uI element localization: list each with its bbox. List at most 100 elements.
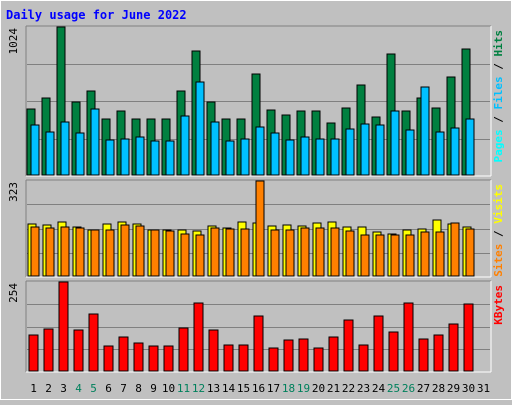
day-label: 30	[462, 382, 475, 395]
day-label: 3	[60, 382, 67, 395]
sites-bar	[90, 229, 100, 277]
kbytes-bar	[148, 345, 159, 372]
kbytes-bar	[313, 347, 324, 372]
kbytes-bar	[73, 329, 84, 372]
files-bar	[180, 115, 190, 176]
kbytes-bar	[238, 344, 249, 372]
files-bar	[345, 128, 355, 176]
kbytes-bar	[463, 303, 474, 372]
kbytes-bar	[403, 302, 414, 372]
files-bar	[90, 108, 100, 176]
files-bar	[45, 131, 55, 176]
kbytes-bar	[283, 339, 294, 372]
day-label: 8	[135, 382, 142, 395]
files-bar	[135, 136, 145, 176]
day-label: 21	[327, 382, 340, 395]
kbytes-bar	[343, 319, 354, 372]
kbytes-bar	[193, 302, 204, 372]
day-label: 26	[402, 382, 415, 395]
kbytes-bar	[328, 336, 339, 372]
day-label: 7	[120, 382, 127, 395]
kbytes-bar	[373, 315, 384, 372]
day-label: 23	[357, 382, 370, 395]
sites-bar	[75, 227, 85, 277]
sites-bar	[105, 229, 115, 277]
legend-visits: Visits	[492, 184, 505, 224]
kbytes-bar	[208, 329, 219, 372]
day-label: 15	[237, 382, 250, 395]
files-bar	[450, 127, 460, 176]
day-label: 6	[105, 382, 112, 395]
sites-bar	[285, 229, 295, 277]
day-label: 11	[177, 382, 190, 395]
sites-bar	[210, 227, 220, 277]
visits-panel-series-label: Sites / Visits	[492, 184, 505, 277]
files-bar	[435, 131, 445, 176]
sites-bar	[30, 226, 40, 277]
sites-bar	[270, 229, 280, 277]
day-label: 19	[297, 382, 310, 395]
sites-bar	[60, 226, 70, 277]
files-bar	[390, 110, 400, 176]
sites-bar	[225, 228, 235, 277]
legend-hits: Hits	[492, 30, 505, 57]
kbytes-bar	[28, 334, 39, 372]
day-label: 12	[192, 382, 205, 395]
sites-bar	[420, 231, 430, 277]
files-bar	[405, 129, 415, 176]
kbytes-bar	[418, 338, 429, 372]
files-bar	[240, 138, 250, 176]
day-label: 4	[75, 382, 82, 395]
sites-bar	[255, 180, 265, 277]
kbytes-bar	[358, 344, 369, 372]
files-bar	[270, 132, 280, 176]
files-bar	[75, 132, 85, 176]
chart-title: Daily usage for June 2022	[6, 8, 187, 22]
visits-panel-ymax-label: 323	[7, 182, 20, 202]
sites-bar	[150, 229, 160, 277]
sites-bar	[405, 234, 415, 277]
legend-separator: /	[492, 110, 505, 130]
kbytes-bar	[253, 315, 264, 372]
files-bar	[60, 121, 70, 176]
sites-bar	[300, 227, 310, 277]
day-label: 24	[372, 382, 386, 395]
sites-bar	[240, 228, 250, 277]
files-bar	[315, 138, 325, 176]
day-label: 28	[432, 382, 445, 395]
kbytes-bar	[133, 342, 144, 372]
kbytes-bar	[268, 347, 279, 372]
files-bar	[330, 138, 340, 176]
day-label: 17	[267, 382, 280, 395]
files-bar	[165, 140, 175, 176]
day-label: 18	[282, 382, 295, 395]
files-bar	[150, 140, 160, 176]
files-bar	[420, 86, 430, 176]
files-bar	[300, 136, 310, 176]
kbytes-bar	[388, 331, 399, 372]
kbytes-panel-ymax-label: 254	[7, 283, 20, 303]
legend-separator: /	[492, 224, 505, 244]
files-bar	[210, 121, 220, 176]
sites-bar	[315, 227, 325, 277]
sites-bar	[435, 231, 445, 277]
day-label: 16	[252, 382, 265, 395]
legend-kbytes: KBytes	[492, 285, 505, 325]
day-label: 31	[477, 382, 490, 395]
legend-files: Files	[492, 76, 505, 109]
files-bar	[465, 118, 475, 176]
kbytes-bar	[88, 313, 99, 372]
files-bar	[30, 124, 40, 176]
day-label: 2	[45, 382, 52, 395]
sites-bar	[465, 228, 475, 277]
sites-bar	[165, 230, 175, 277]
files-bar	[255, 126, 265, 176]
sites-bar	[330, 227, 340, 277]
kbytes-bar	[103, 345, 114, 372]
sites-bar	[180, 233, 190, 277]
files-bar	[225, 140, 235, 176]
day-label: 29	[447, 382, 460, 395]
